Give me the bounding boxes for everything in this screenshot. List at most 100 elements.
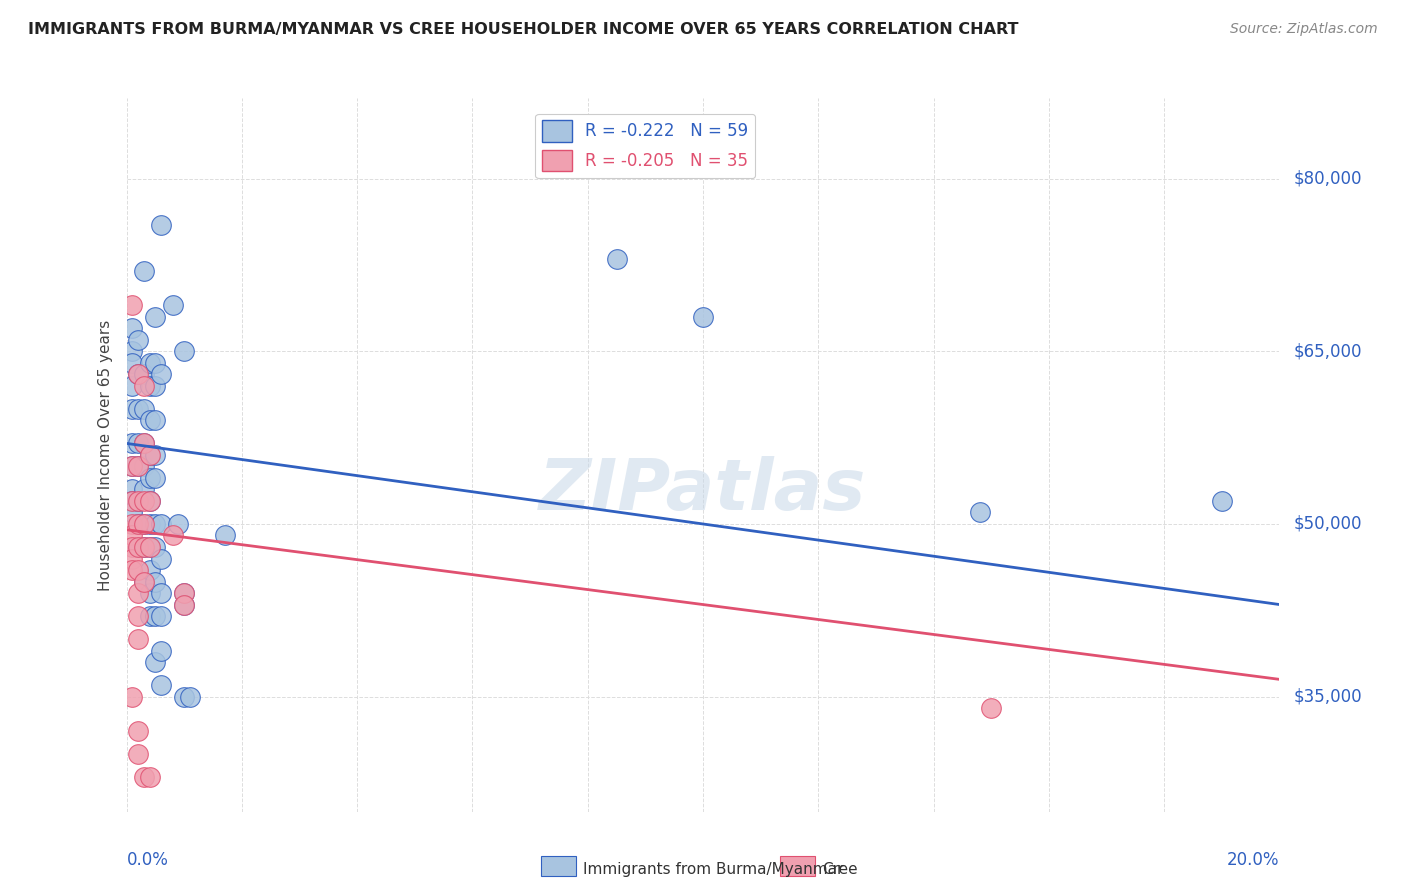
Point xyxy=(145,471,166,485)
Text: $80,000: $80,000 xyxy=(1294,169,1362,187)
Point xyxy=(138,379,160,393)
Point xyxy=(127,724,149,739)
Point xyxy=(138,770,160,784)
Point xyxy=(162,298,184,312)
Point xyxy=(121,401,143,416)
Point xyxy=(138,516,160,531)
Point xyxy=(132,516,155,531)
Point xyxy=(138,540,160,554)
Point xyxy=(132,368,155,382)
Point xyxy=(145,413,166,427)
Point xyxy=(121,540,143,554)
Point xyxy=(138,413,160,427)
Point xyxy=(127,494,149,508)
Point xyxy=(127,459,149,474)
Point xyxy=(132,436,155,450)
Point xyxy=(145,655,166,669)
Point xyxy=(150,643,173,657)
Point xyxy=(121,356,143,370)
Text: 0.0%: 0.0% xyxy=(127,851,169,869)
Point xyxy=(132,459,155,474)
Point xyxy=(138,586,160,600)
Point xyxy=(121,516,143,531)
Point xyxy=(127,516,149,531)
Point xyxy=(173,586,195,600)
Point xyxy=(214,528,236,542)
Point xyxy=(121,563,143,577)
Point xyxy=(127,368,149,382)
Point xyxy=(980,701,1002,715)
Point xyxy=(121,344,143,359)
Point xyxy=(145,540,166,554)
Point xyxy=(173,344,195,359)
Point xyxy=(127,747,149,761)
Point xyxy=(121,483,143,497)
Point xyxy=(173,690,195,704)
Point xyxy=(127,563,149,577)
Point xyxy=(132,574,155,589)
Point xyxy=(127,540,149,554)
Point xyxy=(162,528,184,542)
Point xyxy=(150,218,173,232)
Point xyxy=(127,586,149,600)
Point xyxy=(150,586,173,600)
Point xyxy=(121,459,143,474)
Point xyxy=(173,598,195,612)
Point xyxy=(132,264,155,278)
Point xyxy=(150,678,173,692)
Point xyxy=(138,448,160,462)
Point xyxy=(121,506,143,520)
Point xyxy=(132,401,155,416)
Point xyxy=(121,494,143,508)
Text: Immigrants from Burma/Myanmar: Immigrants from Burma/Myanmar xyxy=(583,863,844,877)
Text: Cree: Cree xyxy=(823,863,858,877)
Point xyxy=(132,379,155,393)
Point xyxy=(969,506,991,520)
Legend: R = -0.222   N = 59, R = -0.205   N = 35: R = -0.222 N = 59, R = -0.205 N = 35 xyxy=(536,113,755,178)
Point xyxy=(121,528,143,542)
Point xyxy=(127,333,149,347)
Point xyxy=(121,551,143,566)
Point xyxy=(138,609,160,624)
Point xyxy=(138,540,160,554)
Point xyxy=(692,310,714,324)
Point xyxy=(121,298,143,312)
Point xyxy=(1211,494,1233,508)
Point xyxy=(127,368,149,382)
Text: 20.0%: 20.0% xyxy=(1227,851,1279,869)
Text: $35,000: $35,000 xyxy=(1294,688,1362,706)
Point xyxy=(127,632,149,646)
Point xyxy=(138,494,160,508)
Point xyxy=(145,379,166,393)
Point xyxy=(138,563,160,577)
Point xyxy=(127,494,149,508)
Text: $50,000: $50,000 xyxy=(1294,515,1362,533)
Point xyxy=(127,609,149,624)
Point xyxy=(138,494,160,508)
Point xyxy=(145,516,166,531)
Point xyxy=(145,448,166,462)
Point xyxy=(150,551,173,566)
Point xyxy=(605,252,627,267)
Point xyxy=(145,609,166,624)
Point xyxy=(121,459,143,474)
Y-axis label: Householder Income Over 65 years: Householder Income Over 65 years xyxy=(98,319,114,591)
Point xyxy=(121,494,143,508)
Point xyxy=(132,494,155,508)
Point xyxy=(150,368,173,382)
Point xyxy=(127,516,149,531)
Point xyxy=(132,483,155,497)
Point xyxy=(138,448,160,462)
Point xyxy=(132,770,155,784)
Point xyxy=(127,436,149,450)
Point xyxy=(132,540,155,554)
Point xyxy=(173,586,195,600)
Point xyxy=(121,379,143,393)
Point xyxy=(121,321,143,335)
Point xyxy=(132,516,155,531)
Point xyxy=(138,356,160,370)
Point xyxy=(121,690,143,704)
Point xyxy=(179,690,201,704)
Point xyxy=(127,459,149,474)
Point xyxy=(127,401,149,416)
